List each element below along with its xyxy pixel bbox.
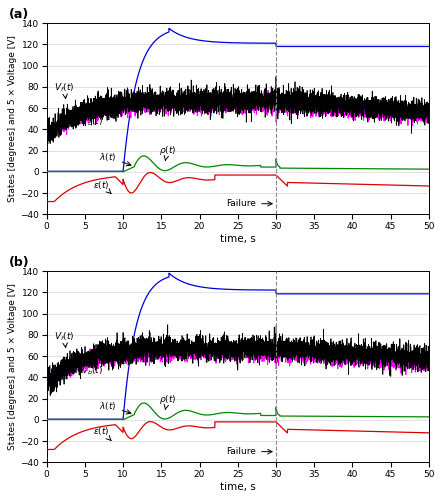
Text: $V_b(t)$: $V_b(t)$: [81, 361, 103, 377]
Text: Failure: Failure: [226, 199, 272, 208]
Text: Failure: Failure: [226, 447, 272, 456]
Text: $V_f(t)$: $V_f(t)$: [54, 330, 75, 347]
Text: $\rho(t)$: $\rho(t)$: [159, 393, 176, 409]
X-axis label: time, s: time, s: [220, 482, 256, 492]
Text: $\varepsilon(t)$: $\varepsilon(t)$: [93, 178, 111, 194]
Text: (a): (a): [8, 8, 29, 21]
Text: $V_f(t)$: $V_f(t)$: [54, 82, 75, 98]
Text: $\varepsilon(t)$: $\varepsilon(t)$: [93, 426, 111, 440]
Y-axis label: States [degrees] and 5 × Voltage [V]: States [degrees] and 5 × Voltage [V]: [8, 36, 17, 202]
Text: $\lambda(t)$: $\lambda(t)$: [100, 151, 131, 166]
Text: (b): (b): [8, 256, 29, 269]
Text: $\rho(t)$: $\rho(t)$: [159, 144, 176, 160]
Y-axis label: States [degrees] and 5 × Voltage [V]: States [degrees] and 5 × Voltage [V]: [8, 283, 17, 450]
X-axis label: time, s: time, s: [220, 234, 256, 244]
Text: $V_b(t)$: $V_b(t)$: [81, 112, 103, 128]
Text: $\lambda(t)$: $\lambda(t)$: [100, 400, 131, 414]
